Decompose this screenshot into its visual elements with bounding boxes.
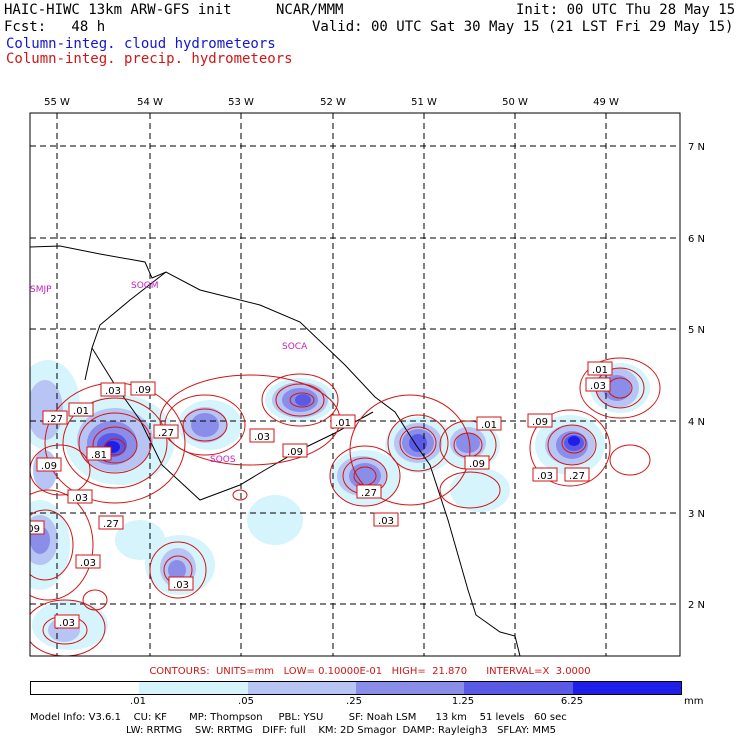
contour-label-box [476, 416, 502, 431]
contour-label-box [249, 428, 275, 443]
lat-label: 7 N [688, 142, 705, 153]
lon-label: 54 W [137, 97, 163, 108]
contour-label: .81 [91, 450, 107, 461]
contour-label-box [282, 443, 308, 458]
station-smjp: SMJP [30, 285, 52, 295]
colorbar-swatch [572, 682, 681, 694]
contour-label: .01 [592, 365, 608, 376]
contour-label-box [532, 467, 558, 482]
contour-label-box [564, 467, 590, 482]
contour-label: .27 [47, 414, 63, 425]
station-labels: SMJP SOGM SOCA SOOS [30, 281, 308, 465]
contour-label-box [464, 455, 490, 470]
contour-label: .03 [173, 580, 189, 591]
lon-label: 51 W [411, 97, 437, 108]
org-label: NCAR/MMM [276, 2, 344, 18]
contour-label-box [527, 413, 553, 428]
contour-label-box [356, 484, 382, 499]
contour-label-box [68, 402, 94, 417]
station-soos: SOOS [210, 455, 236, 465]
model-title: HAIC-HIWC 13km ARW-GFS init [4, 2, 232, 18]
field-precip-legend: Column-integ. precip. hydrometeors [6, 51, 293, 67]
contour-label-box [168, 576, 194, 591]
contour-label-box [585, 377, 611, 392]
colorbar-tick: .25 [346, 696, 362, 707]
lon-label: 49 W [593, 97, 619, 108]
cloud-shading [30, 360, 650, 650]
colorbar-tick: 1.25 [451, 696, 475, 707]
lon-label: 53 W [228, 97, 254, 108]
lon-label: 50 W [502, 97, 528, 108]
lat-label: 3 N [688, 509, 705, 520]
lat-label: 2 N [688, 600, 705, 611]
model-info-line1: Model Info: V3.6.1 CU: KF MP: Thompson P… [30, 712, 567, 723]
colorbar-unit: mm [684, 696, 704, 707]
colorbar-tick: .01 [130, 696, 146, 707]
contour-label: .27 [569, 471, 585, 482]
contour-label-box [30, 520, 45, 535]
contour-label: .03 [80, 558, 96, 569]
contour-label-box [130, 381, 156, 396]
colorbar-swatch [355, 682, 465, 694]
contour-label-box [42, 410, 68, 425]
colorbar-swatch [31, 682, 140, 694]
contour-label-box [67, 489, 93, 504]
contour-label: .27 [158, 428, 174, 439]
contour-label: .09 [41, 461, 57, 472]
contour-label: .01 [481, 420, 497, 431]
station-soca: SOCA [282, 342, 308, 352]
contour-label-box [373, 512, 399, 527]
lat-label: 4 N [688, 417, 705, 428]
contour-label-box [100, 382, 126, 397]
contour-label-box [330, 414, 356, 429]
lat-label: 5 N [688, 325, 705, 336]
contour-label: .03 [254, 432, 270, 443]
contour-label: .03 [105, 386, 121, 397]
init-time: Init: 00 UTC Thu 28 May 15 [516, 2, 736, 18]
contour-label-box [587, 361, 613, 376]
field-cloud-legend: Column-integ. cloud hydrometeors [6, 36, 276, 52]
contour-label: .09 [135, 385, 151, 396]
contour-label-box [86, 446, 112, 461]
contour-label: .09 [532, 417, 548, 428]
lon-label: 52 W [320, 97, 346, 108]
contour-label-box [54, 614, 80, 629]
contour-label-box [153, 424, 179, 439]
contour-label: .27 [103, 519, 119, 530]
contour-label: .03 [59, 618, 75, 629]
contour-label: .03 [72, 493, 88, 504]
contour-label: .09 [287, 447, 303, 458]
contour-info: CONTOURS: UNITS=mm LOW= 0.10000E-01 HIGH… [149, 666, 591, 677]
contour-label: .03 [378, 516, 394, 527]
colorbar-tick: .05 [238, 696, 254, 707]
contour-label-box [75, 554, 101, 569]
colorbar-swatch [247, 682, 356, 694]
lon-label: 55 W [44, 97, 70, 108]
precip-contours [30, 357, 661, 656]
contour-label: .09 [24, 524, 40, 535]
colorbar-swatch [139, 682, 248, 694]
contour-label: .03 [590, 381, 606, 392]
contour-label: .01 [335, 418, 351, 429]
colorbar-swatch [464, 682, 573, 694]
contour-label: .09 [469, 459, 485, 470]
forecast-hour: Fcst: 48 h [4, 19, 106, 35]
colorbar-tick: 6.25 [560, 696, 584, 707]
contour-label: .27 [361, 488, 377, 499]
contour-label-box [36, 457, 62, 472]
contour-label: .03 [537, 471, 553, 482]
contour-labels: .03 .09 .01 .27 .81 .09 .03 .01 .03 .09 .27 .03 .03.… [24, 361, 613, 629]
lat-label: 6 N [688, 234, 705, 245]
plot-frame [29, 112, 681, 657]
contour-label-box [98, 515, 124, 530]
model-info-line2: LW: RRTMG SW: RRTMG DIFF: full KM: 2D Sm… [126, 725, 556, 736]
lat-lon-grid [30, 113, 680, 656]
contour-label: .01 [73, 406, 89, 417]
valid-time: Valid: 00 UTC Sat 30 May 15 (21 LST Fri … [312, 19, 734, 35]
colorbar [30, 681, 682, 695]
station-sogm: SOGM [131, 281, 159, 291]
